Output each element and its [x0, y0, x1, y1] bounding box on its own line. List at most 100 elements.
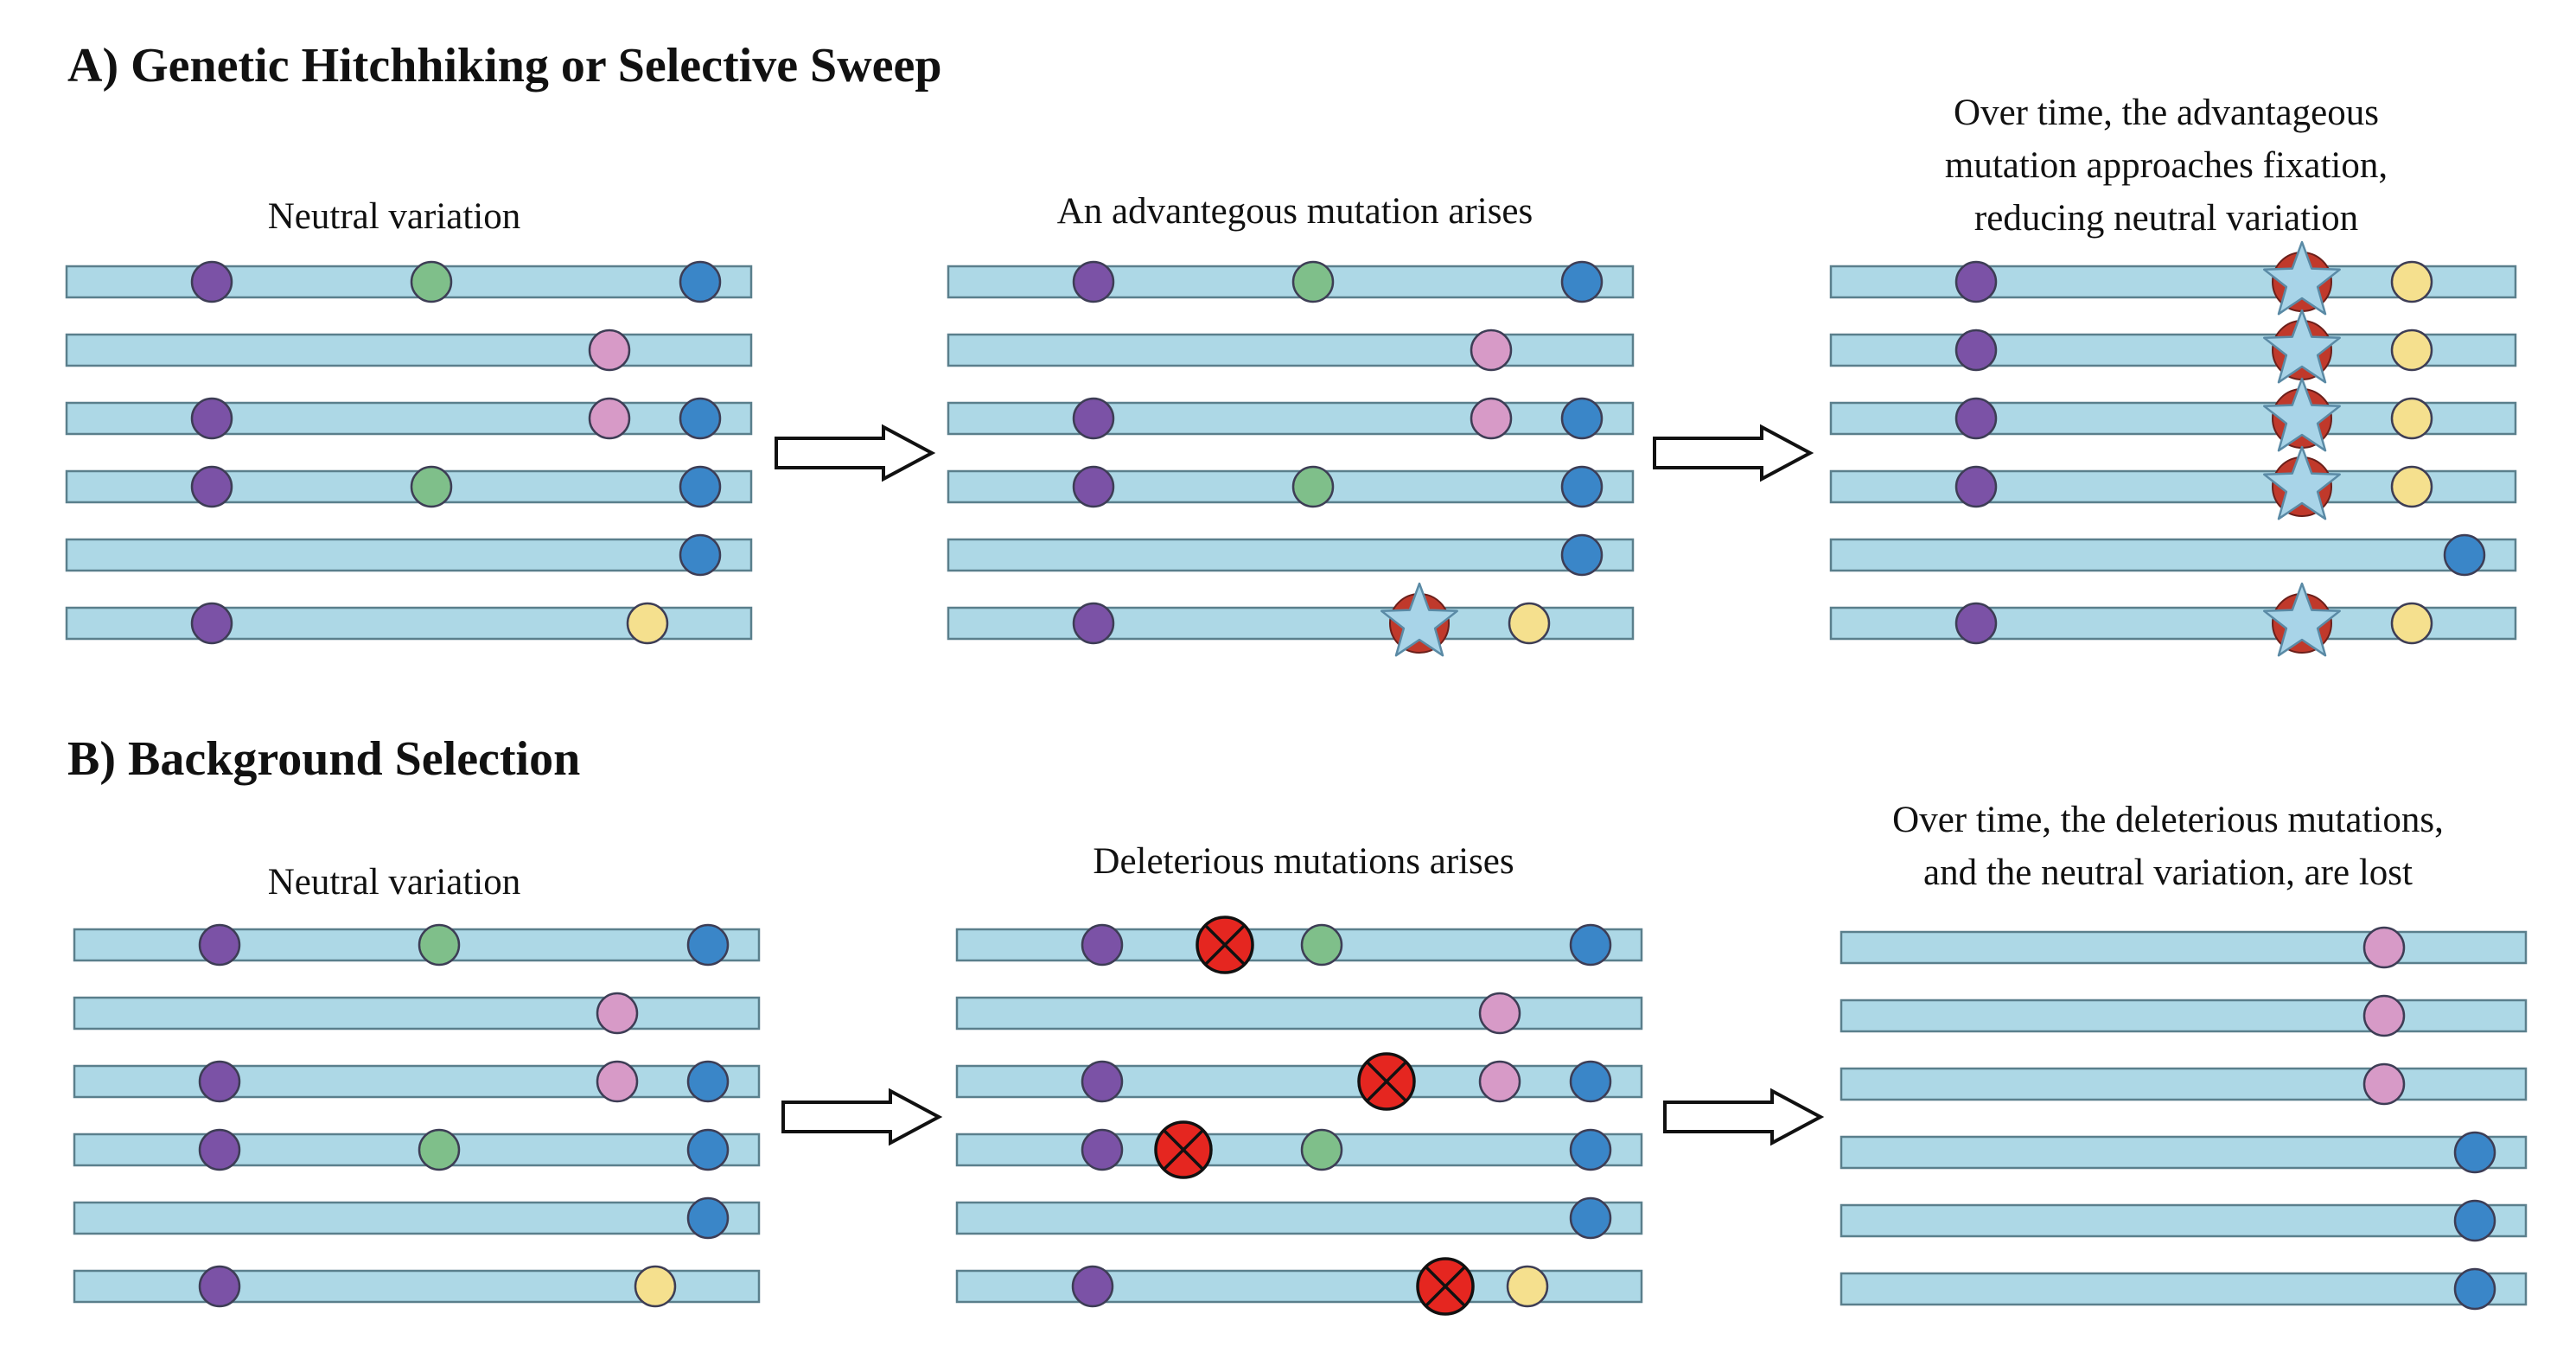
blue-neutral-mutation: [686, 1196, 730, 1240]
purple-neutral-mutation: [1954, 260, 1998, 303]
chromosome-row: [955, 916, 1643, 974]
chromosome-bar: [955, 996, 1643, 1030]
chromosome-row: [73, 1128, 761, 1171]
pink-neutral-mutation: [596, 992, 639, 1035]
caption-b-end: Over time, the deleterious mutations, an…: [1892, 794, 2444, 899]
yellow-neutral-mutation: [634, 1265, 677, 1308]
chromosome-row: [1840, 1199, 2528, 1242]
chromosome-bar: [1840, 1067, 2528, 1101]
caption-line: Over time, the advantageous: [1954, 93, 2379, 133]
purple-neutral-mutation: [190, 602, 233, 645]
purple-neutral-mutation: [190, 260, 233, 303]
blue-neutral-mutation: [679, 397, 722, 440]
yellow-neutral-mutation: [2390, 465, 2433, 508]
blue-neutral-mutation: [1560, 260, 1604, 303]
chromosome-row: [65, 397, 753, 440]
blue-neutral-mutation: [686, 1128, 730, 1171]
yellow-neutral-mutation: [2390, 397, 2433, 440]
chromosome-bar: [947, 333, 1635, 367]
purple-neutral-mutation: [1081, 1128, 1124, 1171]
green-neutral-mutation: [1291, 465, 1335, 508]
green-neutral-mutation: [410, 465, 453, 508]
chromosome-row: [955, 992, 1643, 1035]
pink-neutral-mutation: [2362, 926, 2406, 969]
chromosome-row: [65, 602, 753, 645]
blue-neutral-mutation: [686, 1060, 730, 1103]
blue-neutral-mutation: [2453, 1131, 2496, 1174]
chromosome-bar: [955, 1064, 1643, 1099]
chromosome-row: [73, 1196, 761, 1240]
panel-b-start: [73, 923, 761, 1308]
chromosome-row: [1829, 377, 2517, 452]
chromosome-row: [955, 1120, 1643, 1179]
blue-neutral-mutation: [2443, 533, 2486, 577]
purple-neutral-mutation: [190, 397, 233, 440]
right-arrow-icon: [1663, 1088, 1825, 1146]
chromosome-row: [73, 1060, 761, 1103]
chromosome-row: [73, 923, 761, 967]
advantageous-mutation-icon: [2263, 582, 2341, 657]
panel-b-end: [1840, 926, 2528, 1311]
chromosome-bar: [1840, 999, 2528, 1033]
section-a-title: A) Genetic Hitchhiking or Selective Swee…: [67, 39, 942, 93]
chromosome-bar: [73, 996, 761, 1030]
purple-neutral-mutation: [198, 1060, 241, 1103]
chromosome-bar: [955, 1132, 1643, 1167]
chromosome-bar: [947, 538, 1635, 572]
purple-neutral-mutation: [1954, 465, 1998, 508]
purple-neutral-mutation: [198, 1265, 241, 1308]
purple-neutral-mutation: [198, 1128, 241, 1171]
green-neutral-mutation: [418, 1128, 461, 1171]
chromosome-bar: [73, 1132, 761, 1167]
deleterious-mutation-icon: [1196, 916, 1254, 974]
blue-neutral-mutation: [1569, 1060, 1612, 1103]
purple-neutral-mutation: [1072, 260, 1115, 303]
chromosome-row: [65, 465, 753, 508]
green-neutral-mutation: [418, 923, 461, 967]
panel-a-start: [65, 260, 753, 645]
caption-a-start: Neutral variation: [268, 190, 521, 243]
pink-neutral-mutation: [596, 1060, 639, 1103]
deleterious-mutation-icon: [1154, 1120, 1213, 1179]
blue-neutral-mutation: [679, 533, 722, 577]
advantageous-mutation-icon: [2263, 240, 2341, 316]
blue-neutral-mutation: [679, 260, 722, 303]
purple-neutral-mutation: [1072, 465, 1115, 508]
chromosome-row: [955, 1196, 1643, 1240]
green-neutral-mutation: [1291, 260, 1335, 303]
chromosome-row: [947, 465, 1635, 508]
blue-neutral-mutation: [1569, 1196, 1612, 1240]
chromosome-row: [1840, 1131, 2528, 1174]
caption-b-middle: Deleterious mutations arises: [1093, 835, 1514, 888]
yellow-neutral-mutation: [2390, 260, 2433, 303]
pink-neutral-mutation: [1478, 1060, 1521, 1103]
green-neutral-mutation: [1300, 1128, 1343, 1171]
pink-neutral-mutation: [588, 397, 631, 440]
caption-line: Neutral variation: [267, 196, 521, 237]
chromosome-bar: [955, 928, 1643, 962]
blue-neutral-mutation: [2453, 1267, 2496, 1311]
caption-line: Over time, the deleterious mutations,: [1892, 800, 2444, 840]
chromosome-row: [73, 992, 761, 1035]
chromosome-row: [73, 1265, 761, 1308]
blue-neutral-mutation: [1569, 1128, 1612, 1171]
caption-line: Neutral variation: [267, 862, 521, 903]
caption-line: reducing neutral variation: [1973, 198, 2359, 239]
chromosome-row: [947, 397, 1635, 440]
chromosome-row: [1840, 926, 2528, 969]
chromosome-row: [1829, 309, 2517, 384]
chromosome-bar: [1840, 1203, 2528, 1238]
blue-neutral-mutation: [1560, 397, 1604, 440]
chromosome-row: [1829, 582, 2517, 657]
caption-line: mutation approaches fixation,: [1944, 145, 2388, 186]
chromosome-row: [1829, 533, 2517, 577]
panel-a-end: [1829, 240, 2517, 657]
panel-a-middle: [947, 260, 1635, 657]
panel-b-middle: [955, 916, 1643, 1316]
chromosome-bar: [947, 265, 1635, 299]
chromosome-bar: [73, 1064, 761, 1099]
green-neutral-mutation: [1300, 923, 1343, 967]
chromosome-row: [65, 533, 753, 577]
chromosome-row: [65, 329, 753, 372]
blue-neutral-mutation: [1560, 465, 1604, 508]
